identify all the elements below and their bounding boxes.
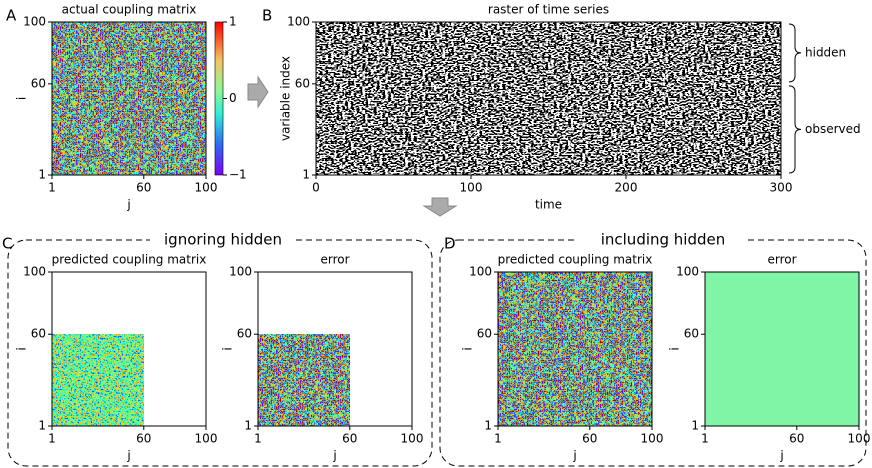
x-axis-label: j <box>779 449 783 463</box>
x-tick-label: 60 <box>789 432 804 446</box>
axes-frame <box>704 271 860 427</box>
y-tick-label: 1 <box>484 419 492 433</box>
panel-label: D <box>444 235 456 253</box>
x-tick-label: 300 <box>770 181 793 195</box>
group-title: including hidden <box>601 231 726 249</box>
y-tick-label: 100 <box>469 265 492 279</box>
y-tick-label: 60 <box>684 327 699 341</box>
raster-image <box>316 22 781 175</box>
plot-title: predicted coupling matrix <box>498 253 653 267</box>
y-tick-label: 100 <box>676 265 699 279</box>
heatmap-image <box>258 334 350 426</box>
heatmap-image <box>52 334 144 426</box>
x-tick-label: 100 <box>401 432 424 446</box>
group-title: ignoring hidden <box>164 231 282 249</box>
y-tick-label: 1 <box>244 419 252 433</box>
y-axis-label: i <box>221 347 235 350</box>
plot-title: actual coupling matrix <box>62 3 197 17</box>
axes-frame <box>51 21 207 176</box>
plot-title: raster of time series <box>488 3 609 17</box>
plot-title: error <box>767 253 796 267</box>
x-tick-label: 60 <box>582 432 597 446</box>
axes-frame <box>497 271 653 427</box>
x-tick-label: 200 <box>615 181 638 195</box>
x-axis-label: j <box>332 449 336 463</box>
x-tick-label: 1 <box>48 181 56 195</box>
y-axis-label: variable index <box>279 56 293 141</box>
group-title-bg <box>150 230 296 250</box>
y-tick-label: 100 <box>229 265 252 279</box>
y-tick-label: 1 <box>691 419 699 433</box>
x-tick-label: 100 <box>641 432 664 446</box>
y-tick-label: 1 <box>302 168 310 182</box>
y-tick-label: 1 <box>38 168 46 182</box>
x-tick-label: 1 <box>254 432 262 446</box>
axes-frame <box>51 271 207 427</box>
x-axis-label: j <box>126 198 130 212</box>
heatmap-image <box>705 272 859 426</box>
x-tick-label: 100 <box>195 432 218 446</box>
arrow-right <box>247 75 269 109</box>
y-tick-label: 60 <box>31 327 46 341</box>
x-tick-label: 60 <box>342 432 357 446</box>
x-tick-label: 60 <box>136 181 151 195</box>
y-tick-label: 100 <box>287 15 310 29</box>
y-axis-label: i <box>15 97 29 100</box>
panel-label: C <box>2 235 12 253</box>
plot-title: predicted coupling matrix <box>52 253 207 267</box>
colorbar <box>214 21 224 176</box>
plot-title: error <box>320 253 349 267</box>
x-tick-label: 60 <box>136 432 151 446</box>
panel-label: B <box>262 7 272 25</box>
group-title-bg <box>578 230 748 250</box>
panel-label: A <box>6 7 17 25</box>
axes-frame <box>257 271 413 427</box>
x-axis-label: j <box>126 449 130 463</box>
x-tick-label: 1 <box>701 432 709 446</box>
y-tick-label: 100 <box>23 265 46 279</box>
y-tick-label: 60 <box>31 76 46 90</box>
x-tick-label: 1 <box>494 432 502 446</box>
x-tick-label: 100 <box>460 181 483 195</box>
heatmap-image <box>498 272 652 426</box>
bracket-label: hidden <box>805 45 846 59</box>
y-tick-label: 60 <box>237 327 252 341</box>
x-tick-label: 100 <box>195 181 218 195</box>
y-tick-label: 60 <box>477 327 492 341</box>
colorbar-tick-label: −1 <box>229 168 247 182</box>
arrow-down <box>422 197 458 217</box>
y-tick-label: 100 <box>23 15 46 29</box>
x-tick-label: 1 <box>48 432 56 446</box>
axes-frame <box>315 21 782 176</box>
y-tick-label: 60 <box>295 76 310 90</box>
bracket-label: observed <box>805 122 861 136</box>
y-axis-label: i <box>461 347 475 350</box>
heatmap-image <box>52 22 206 175</box>
x-tick-label: 0 <box>312 181 320 195</box>
x-axis-label: time <box>535 198 562 212</box>
y-tick-label: 1 <box>38 419 46 433</box>
bracket <box>788 23 802 83</box>
y-axis-label: i <box>15 347 29 350</box>
colorbar-tick-label: 0 <box>229 91 237 105</box>
y-axis-label: i <box>668 347 682 350</box>
bracket <box>788 85 802 174</box>
x-axis-label: j <box>572 449 576 463</box>
colorbar-tick-label: 1 <box>229 15 237 29</box>
x-tick-label: 100 <box>848 432 871 446</box>
